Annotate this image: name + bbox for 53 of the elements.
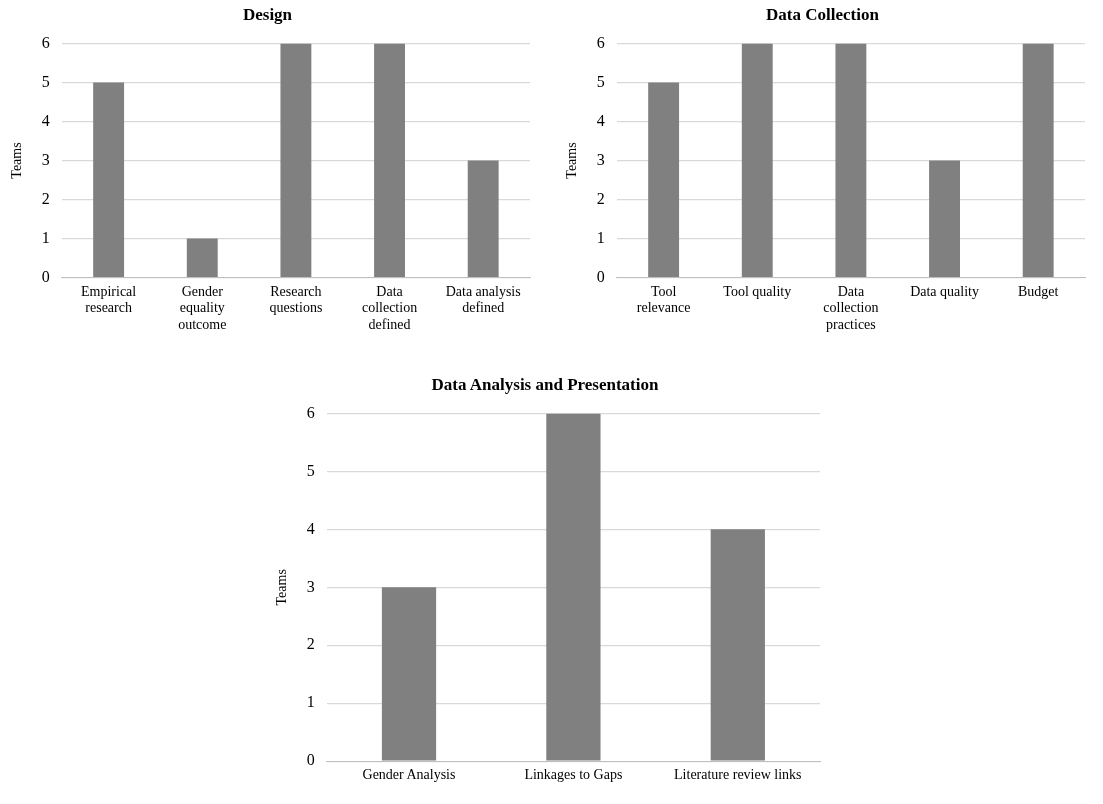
y-tick-label: 4: [306, 519, 315, 537]
bar: [381, 587, 437, 761]
y-tick-label: 5: [306, 461, 315, 479]
y-tick-label: 3: [596, 150, 605, 168]
bar: [929, 160, 960, 277]
x-tick-label: Data collection defined: [361, 283, 418, 333]
y-tick-label: 6: [41, 33, 50, 51]
y-tick-label: 6: [306, 403, 315, 421]
y-axis-title: Teams: [564, 142, 580, 179]
x-tick-label: Data analysis defined: [445, 283, 521, 316]
x-tick-label: Literature review links: [674, 767, 802, 783]
x-tick-label: Budget: [1017, 283, 1059, 299]
bar: [93, 82, 125, 277]
x-tick-label: Data collection practices: [823, 283, 879, 333]
y-tick-label: 4: [596, 111, 605, 129]
x-tick-label: Tool relevance: [636, 283, 691, 316]
bar: [835, 43, 867, 277]
x-tick-label: Tool quality: [723, 283, 792, 299]
y-tick-label: 4: [41, 111, 50, 129]
y-axis-title: Teams: [274, 569, 290, 606]
bar: [710, 529, 765, 761]
bar: [280, 43, 312, 277]
y-tick-label: 2: [306, 635, 315, 653]
x-tick-label: Data quality: [910, 283, 979, 299]
chart-title: Design: [242, 4, 293, 24]
y-tick-label: 2: [41, 189, 50, 207]
y-tick-label: 5: [41, 72, 50, 90]
bar: [546, 413, 601, 761]
x-tick-label: Gender Analysis: [362, 767, 456, 783]
y-tick-label: 1: [41, 228, 50, 246]
chart-title: Data Analysis and Presentation: [431, 374, 659, 394]
y-tick-label: 0: [596, 267, 605, 285]
x-tick-label: Linkages to Gaps: [524, 767, 623, 783]
y-tick-label: 6: [596, 33, 605, 51]
bar: [741, 43, 773, 277]
y-tick-label: 1: [306, 693, 315, 711]
y-tick-label: 0: [306, 751, 315, 769]
bar: [1022, 43, 1054, 277]
chart-title: Data Collection: [766, 4, 880, 24]
bar: [648, 82, 680, 277]
y-axis-title: Teams: [9, 142, 25, 179]
x-tick-label: Empirical research: [81, 283, 137, 316]
bar: [186, 238, 218, 277]
y-tick-label: 1: [596, 228, 605, 246]
y-tick-label: 3: [41, 150, 50, 168]
bar: [374, 43, 405, 277]
x-tick-label: Research questions: [269, 283, 323, 316]
y-tick-label: 2: [596, 189, 605, 207]
x-tick-label: Gender equality outcome: [178, 283, 227, 333]
bar: [467, 160, 499, 277]
y-tick-label: 3: [306, 577, 315, 595]
y-tick-label: 0: [41, 267, 50, 285]
y-tick-label: 5: [596, 72, 605, 90]
